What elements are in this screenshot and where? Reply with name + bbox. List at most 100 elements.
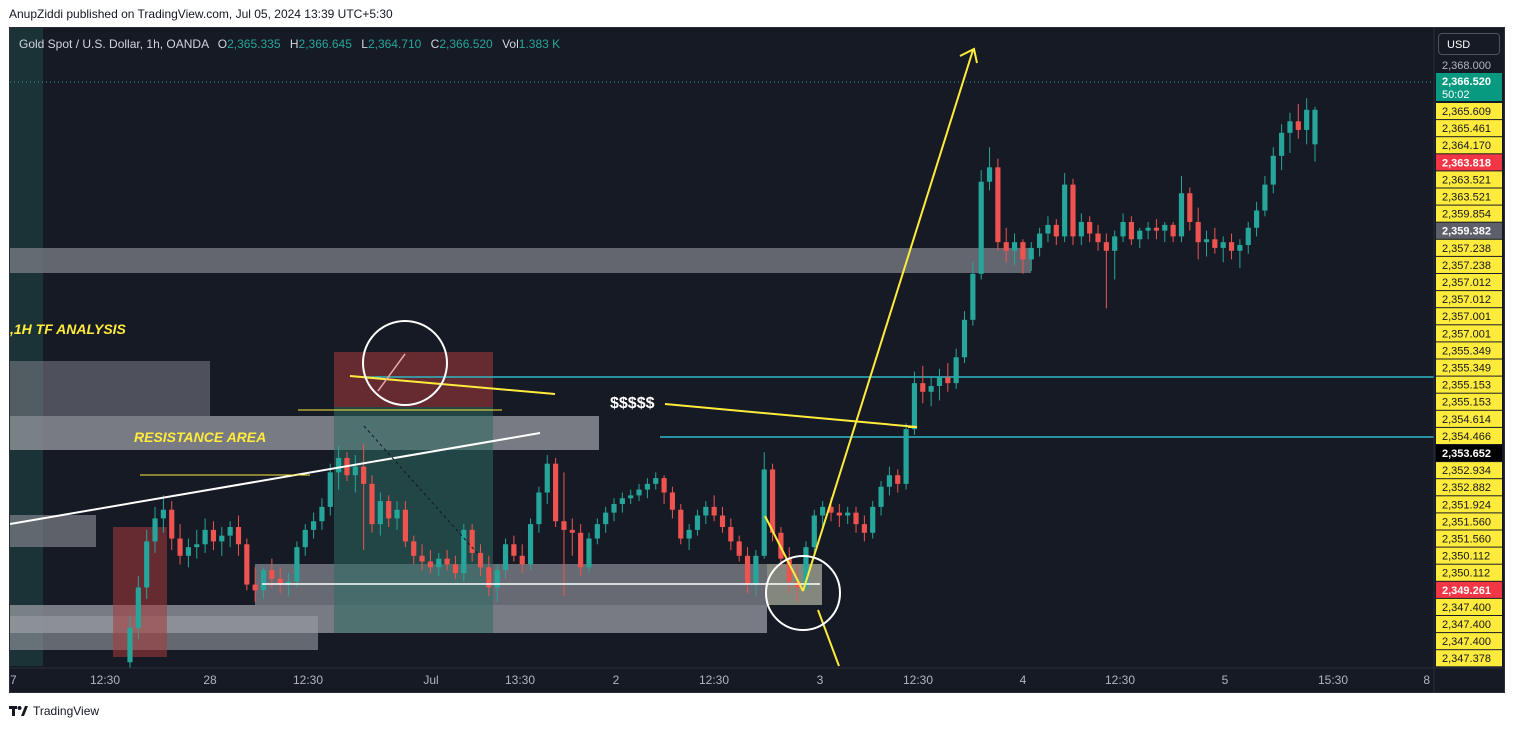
yellow-trendline-b[interactable]	[664, 403, 918, 428]
candle	[386, 495, 392, 528]
candle	[786, 547, 792, 594]
candle	[811, 509, 817, 553]
candle	[970, 262, 976, 326]
yellow-down-tail[interactable]	[817, 609, 840, 667]
price-label-bg	[1436, 256, 1502, 273]
candle	[644, 478, 650, 499]
analysis-title: ,1H TF ANALYSIS	[10, 321, 127, 337]
candle	[160, 495, 166, 533]
candle	[1304, 98, 1310, 145]
candle-body	[870, 506, 876, 533]
circle-top-stroke	[377, 353, 406, 392]
candle	[394, 501, 400, 530]
candle-body	[427, 561, 434, 568]
candle	[1103, 233, 1109, 309]
candle-body	[369, 483, 375, 525]
price-label-bg	[1436, 154, 1502, 171]
price-label-bg	[1436, 171, 1502, 188]
price-label-bg	[1436, 188, 1502, 205]
candle-body	[319, 506, 325, 522]
candle-body	[419, 555, 425, 562]
candle-body	[1228, 242, 1235, 251]
candle-body	[519, 555, 525, 565]
price-label: 2,354.614	[1442, 414, 1491, 426]
price-label: 2,350.112	[1442, 568, 1490, 580]
candle-body	[636, 489, 642, 496]
candle-body	[152, 518, 158, 542]
candle	[1253, 201, 1260, 237]
candle-body	[144, 541, 150, 588]
candle	[669, 486, 676, 519]
candle-body	[1053, 224, 1059, 237]
candle-body	[235, 527, 242, 545]
candle	[686, 524, 692, 551]
yellow-trendline-a[interactable]	[349, 375, 556, 395]
circle-top[interactable]	[362, 320, 448, 406]
candle	[636, 483, 642, 502]
candle	[586, 532, 592, 574]
time-axis[interactable]: 7 12:30 28 12:30 Jul 13:30 2 12:30 3 12:30 4 12:30 5…	[10, 667, 1504, 687]
open-value: 2,365.335	[227, 37, 281, 51]
candle-body	[1128, 222, 1134, 240]
candle-body	[1095, 233, 1101, 243]
symbol-legend[interactable]: Gold Spot / U.S. Dollar, 1h, OANDA O2,36…	[19, 37, 560, 51]
last-price-value: 2,366.520	[1442, 76, 1491, 88]
candle-body	[536, 492, 542, 525]
yellow-v-left[interactable]	[764, 515, 804, 592]
price-label: 2,357.012	[1442, 277, 1491, 289]
resistance-label: RESISTANCE AREA	[134, 429, 266, 445]
candle	[653, 472, 659, 490]
price-label-bg	[1436, 496, 1502, 513]
low-label: L	[361, 37, 368, 51]
candle	[469, 524, 475, 562]
candle	[728, 518, 734, 551]
candle	[302, 524, 308, 556]
green-box	[334, 407, 493, 633]
candle	[127, 616, 133, 668]
candle-body	[444, 558, 450, 565]
yellow-arrow-up[interactable]	[802, 49, 974, 592]
candle-body	[285, 581, 292, 585]
candle-body	[1028, 247, 1034, 260]
candle-body	[853, 512, 859, 525]
volume-value: 1.383 K	[518, 37, 561, 51]
candle	[294, 541, 300, 588]
time-tick-label: 12:30	[1105, 673, 1135, 687]
candle-body	[277, 578, 283, 585]
time-tick-label: 12:30	[293, 673, 323, 687]
candle-body	[786, 558, 792, 582]
zone-resistance[interactable]	[10, 416, 599, 450]
candle-body	[970, 273, 976, 320]
candle	[452, 555, 459, 579]
candle-body	[1245, 227, 1251, 246]
circle-bottom[interactable]	[765, 555, 841, 631]
candle	[319, 498, 325, 530]
candle	[419, 544, 425, 571]
price-chart[interactable]: ,1H TF ANALYSIS RESISTANCE AREA $$$$$ 2,…	[10, 28, 1504, 692]
candle	[661, 475, 667, 504]
candle-body	[260, 570, 267, 591]
candle	[820, 501, 826, 528]
candle-body	[644, 483, 650, 490]
chart-frame[interactable]: ,1H TF ANALYSIS RESISTANCE AREA $$$$$ 2,…	[9, 27, 1505, 693]
candle	[1095, 224, 1101, 251]
candle-body	[736, 541, 742, 556]
candle	[603, 506, 609, 533]
candle	[945, 363, 951, 392]
candle-body	[469, 529, 475, 553]
price-axis[interactable]: 2,368.000 2,365.6092,365.4612,364.1702,3…	[1433, 28, 1502, 692]
candle-body	[694, 515, 701, 530]
time-tick-label: 12:30	[90, 673, 120, 687]
candle-body	[845, 512, 851, 516]
white-trendline[interactable]	[10, 432, 541, 525]
candle-body	[1312, 109, 1318, 145]
candle	[878, 480, 884, 516]
candle-body	[911, 383, 918, 430]
red-box-top	[334, 352, 493, 407]
candle-body	[1270, 155, 1276, 185]
candle-body	[920, 383, 926, 392]
currency-button[interactable]: USD	[1438, 33, 1500, 55]
price-label-bg	[1436, 393, 1502, 410]
candle-body	[903, 429, 909, 484]
footer-brand[interactable]: TradingView	[9, 704, 99, 718]
